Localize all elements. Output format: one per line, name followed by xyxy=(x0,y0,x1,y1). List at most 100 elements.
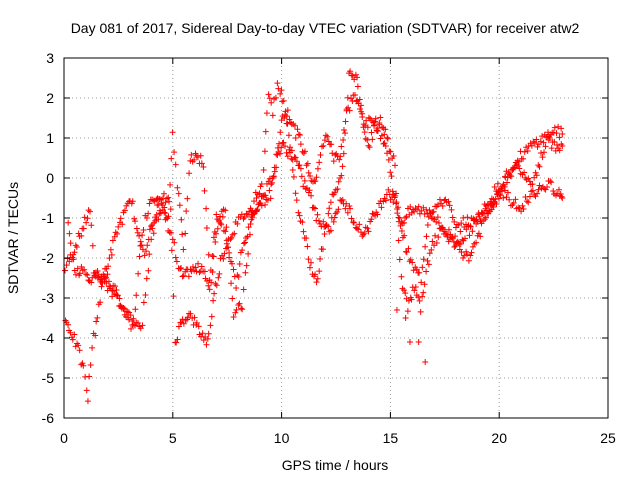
data-point xyxy=(355,226,362,233)
data-point xyxy=(377,114,384,121)
data-point xyxy=(228,280,235,287)
data-point xyxy=(470,217,477,224)
data-point xyxy=(233,306,240,313)
data-point xyxy=(524,148,531,155)
data-point xyxy=(69,336,76,343)
data-point xyxy=(420,289,427,296)
data-point xyxy=(494,191,501,198)
data-point xyxy=(493,201,500,208)
data-point xyxy=(395,214,402,221)
data-point xyxy=(198,263,205,270)
data-point xyxy=(231,230,238,237)
data-point xyxy=(559,143,566,149)
data-point xyxy=(202,275,209,282)
data-point xyxy=(366,144,373,151)
data-point xyxy=(209,252,216,259)
data-point xyxy=(172,161,179,168)
data-point xyxy=(126,316,133,323)
data-point xyxy=(358,102,365,109)
data-point xyxy=(413,266,420,273)
data-point xyxy=(268,181,275,188)
data-point xyxy=(429,238,436,245)
data-point xyxy=(340,127,347,134)
data-point xyxy=(265,91,272,98)
data-point xyxy=(303,235,310,242)
data-point xyxy=(416,269,423,276)
data-point xyxy=(519,202,526,209)
data-point xyxy=(260,192,267,199)
data-point xyxy=(343,106,350,113)
data-point xyxy=(120,305,127,312)
data-point xyxy=(380,198,387,205)
data-point xyxy=(326,205,333,212)
data-point xyxy=(78,232,85,239)
y-tick-label: 3 xyxy=(46,50,54,66)
data-point xyxy=(320,142,327,149)
data-point xyxy=(304,160,311,167)
data-point xyxy=(191,156,198,163)
data-point xyxy=(211,229,218,236)
data-point xyxy=(455,240,462,247)
data-point xyxy=(203,278,210,285)
data-point xyxy=(173,339,180,346)
data-point xyxy=(356,221,363,228)
data-point xyxy=(327,199,334,206)
data-point xyxy=(313,174,320,181)
data-point xyxy=(238,305,245,312)
data-point xyxy=(395,237,402,244)
data-point xyxy=(180,320,187,327)
data-point xyxy=(347,205,354,212)
data-point xyxy=(167,181,174,188)
data-point xyxy=(408,296,415,303)
data-point xyxy=(409,259,416,266)
x-tick-label: 25 xyxy=(600,430,616,446)
data-point xyxy=(477,233,484,240)
data-point xyxy=(525,175,532,182)
data-point xyxy=(180,272,187,279)
data-point xyxy=(340,150,347,157)
data-point xyxy=(310,204,317,211)
data-point xyxy=(381,140,388,147)
data-point xyxy=(316,159,323,166)
data-point xyxy=(393,200,400,207)
data-point xyxy=(112,283,119,290)
data-point xyxy=(210,234,217,241)
data-point xyxy=(495,195,502,202)
data-point xyxy=(229,295,236,302)
data-point xyxy=(207,322,214,329)
data-point xyxy=(433,239,440,246)
y-tick-label: -5 xyxy=(42,370,55,386)
data-point xyxy=(356,105,363,112)
data-point xyxy=(296,162,303,169)
data-point xyxy=(105,263,112,270)
y-tick-label: 1 xyxy=(46,130,54,146)
data-point xyxy=(342,118,349,125)
data-point xyxy=(203,225,210,232)
data-point xyxy=(152,217,159,224)
data-point xyxy=(193,319,200,326)
data-point xyxy=(425,213,432,220)
data-point xyxy=(307,259,314,266)
data-point xyxy=(269,112,276,119)
data-point xyxy=(350,219,357,226)
data-point xyxy=(74,265,81,272)
data-point xyxy=(322,223,329,230)
data-point xyxy=(498,188,505,195)
data-point xyxy=(457,228,464,235)
data-point xyxy=(108,251,115,258)
data-point xyxy=(360,124,367,131)
data-point xyxy=(174,336,181,343)
data-point xyxy=(258,202,265,209)
data-point xyxy=(436,196,443,203)
data-point xyxy=(331,214,338,221)
data-point xyxy=(401,232,408,239)
x-tick-label: 5 xyxy=(169,430,177,446)
data-point xyxy=(76,270,83,277)
data-point xyxy=(433,218,440,225)
data-point xyxy=(361,129,368,136)
data-point xyxy=(133,225,140,232)
data-point xyxy=(285,132,292,139)
data-point xyxy=(368,216,375,223)
data-point xyxy=(205,251,212,258)
data-point xyxy=(398,218,405,225)
